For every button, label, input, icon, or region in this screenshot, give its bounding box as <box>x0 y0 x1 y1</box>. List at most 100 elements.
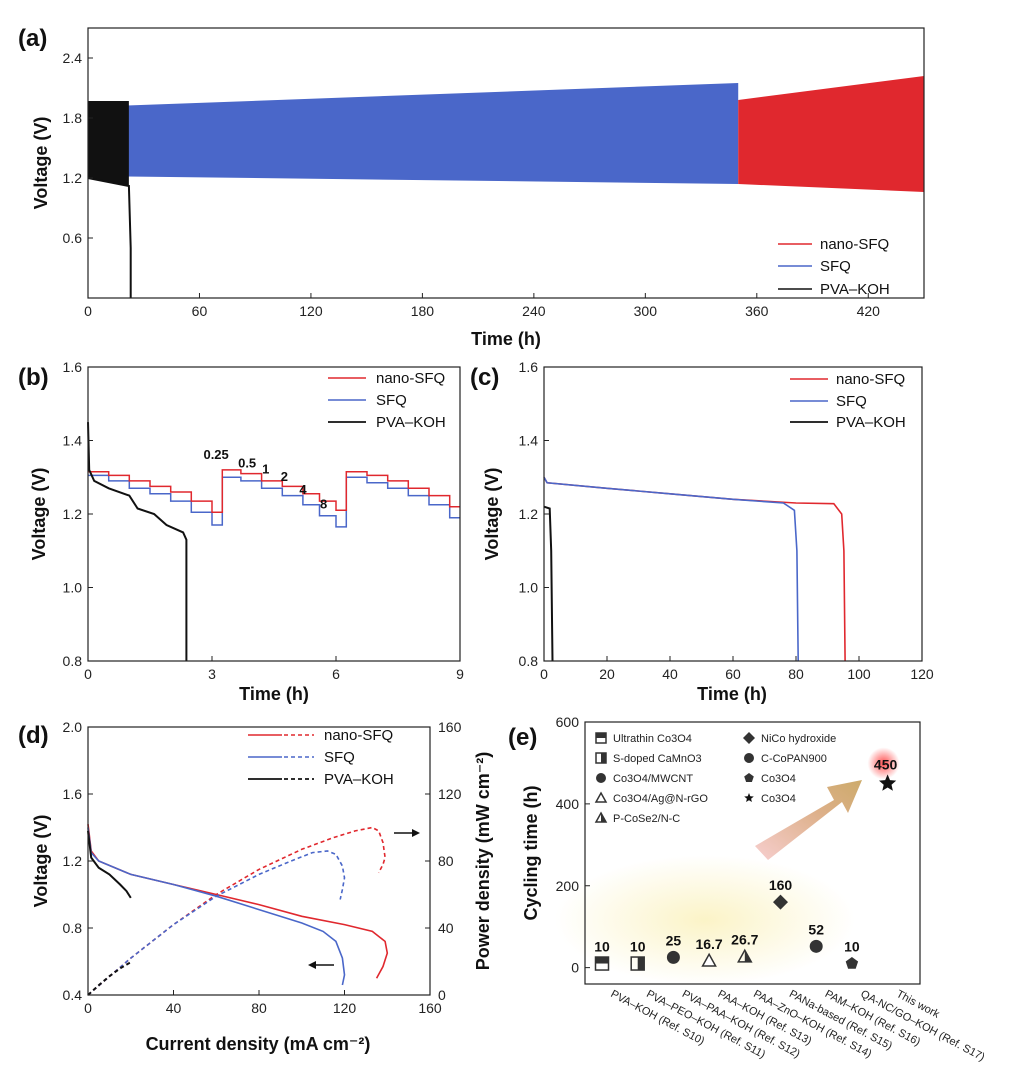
y-tick-label: 1.6 <box>519 359 539 375</box>
marker-circle <box>744 753 754 763</box>
x-tick-label: 240 <box>522 303 546 319</box>
y-tick-label: 1.2 <box>519 506 539 522</box>
rate-label: 8 <box>320 496 327 511</box>
panel-a-y-ticks: 0.6 1.2 1.8 2.4 <box>63 50 93 246</box>
y-tick-label: 0.4 <box>63 987 83 1003</box>
marker-triangle <box>594 791 608 803</box>
x-tick-label: 360 <box>745 303 769 319</box>
panel-a-frame <box>87 27 925 299</box>
x-tick-label: 80 <box>788 666 804 682</box>
x-tick-label: 160 <box>418 1000 442 1016</box>
y-tick-label: 1.4 <box>519 433 539 449</box>
legend-e-left-text: Co3O4/MWCNT <box>613 773 693 785</box>
y-tick-label: 2.0 <box>63 719 83 735</box>
x-tick-label: 420 <box>857 303 881 319</box>
panel-c-ylabel: Voltage (V) <box>482 468 502 561</box>
x-tick-label: 0 <box>84 303 92 319</box>
x-tick-label: 80 <box>251 1000 267 1016</box>
pva-koh-rate-line <box>87 422 188 661</box>
x-tick-label: 300 <box>634 303 658 319</box>
y-tick-label: 0.8 <box>63 653 83 669</box>
panel-label-c: (c) <box>470 364 499 391</box>
value-label: 26.7 <box>731 932 758 948</box>
x-tick-label: 120 <box>333 1000 357 1016</box>
panel-b-rate-labels: 0.25 0.5 1 248 <box>203 447 327 512</box>
marker-triangle <box>701 952 717 967</box>
panel-c-plot <box>543 476 846 662</box>
legend-e-left-text: S-doped CaMnO3 <box>613 753 702 765</box>
panel-d-ylabel: Voltage (V) <box>31 815 51 908</box>
pva-koh-cycling-band <box>88 101 129 186</box>
panel-d-y2-ticks: 0 40 80 120 160 <box>425 719 462 1003</box>
y-tick-label: 1.2 <box>63 170 83 186</box>
marker-half-triangle <box>594 811 608 823</box>
panel-a-xlabel: Time (h) <box>471 329 541 349</box>
legend-d-pva-koh: PVA–KOH <box>324 771 394 788</box>
marker-star <box>879 774 897 791</box>
nano-voltage-curve <box>87 824 389 979</box>
panel-a-x-ticks: 0 60 120 180 240 300 360 420 <box>84 293 880 319</box>
panel-e-ylabel: Cycling time (h) <box>521 785 541 920</box>
panel-b-plot <box>87 422 460 661</box>
legend-c-nano-sfq: nano-SFQ <box>836 371 905 388</box>
rate-label: 0.25 <box>203 447 228 462</box>
y-tick-label: 1.0 <box>519 580 539 596</box>
rate-label: 0.5 <box>238 455 256 470</box>
value-label: 25 <box>666 932 682 948</box>
panel-c-frame <box>543 366 923 662</box>
y-tick-label: 0.6 <box>63 230 83 246</box>
nano-sfq-rate-line <box>88 469 460 513</box>
panel-d-xlabel: Current density (mA cm⁻²) <box>146 1034 371 1054</box>
legend-e-left-text: Co3O4/Ag@N-rGO <box>613 793 708 805</box>
panel-label-d: (d) <box>18 722 49 749</box>
left-axis-arrowhead <box>308 961 316 969</box>
legend-e-left-text: P-CoSe2/N-C <box>613 813 680 825</box>
y-tick-label: 1.0 <box>63 580 83 596</box>
marker-pentagon <box>845 957 859 969</box>
marker-half-square <box>630 956 645 971</box>
panel-d-y-ticks: 0.4 0.8 1.2 1.6 2.0 <box>63 719 93 1003</box>
panel-a: (a) 0 60 120 180 240 300 360 420 0.6 1.2 1.8 2.4 T… <box>18 25 925 349</box>
marker-half-triangle <box>737 948 753 963</box>
marker-circle <box>809 939 823 953</box>
legend-e-left-text: Ultrathin Co3O4 <box>613 733 692 745</box>
rate-label: 4 <box>299 482 307 497</box>
x-tick-label: 120 <box>910 666 934 682</box>
marker-half-square <box>594 956 610 971</box>
panel-c-legend: nano-SFQ SFQ PVA–KOH <box>790 371 906 431</box>
right-axis-arrowhead <box>412 829 420 837</box>
trend-arrow <box>755 780 862 860</box>
sfq-rate-line <box>88 474 460 528</box>
y-tick-label: 1.2 <box>63 506 83 522</box>
x-tick-label: 180 <box>411 303 435 319</box>
y-tick-label: 1.4 <box>63 433 83 449</box>
panel-c-xlabel: Time (h) <box>697 684 767 704</box>
panel-label-b: (b) <box>18 364 49 391</box>
marker-half-square-fill <box>595 957 609 964</box>
legend-e-right-text: C-CoPAN900 <box>761 753 827 765</box>
marker-half-square <box>595 732 607 744</box>
panel-e-y-ticks: 0 200 400 600 <box>556 714 590 976</box>
legend-a-sfq: SFQ <box>820 258 851 275</box>
x-tick-label: 0 <box>540 666 548 682</box>
x-tick-label: 40 <box>166 1000 182 1016</box>
panel-d-x-ticks: 0 40 80 120 160 <box>84 990 442 1016</box>
marker-diamond <box>743 732 755 744</box>
panel-d-frame <box>87 726 431 996</box>
y-tick-label: 600 <box>556 714 580 730</box>
value-label: 10 <box>630 939 646 955</box>
sfq-cycling-band <box>88 83 739 184</box>
value-label: 10 <box>594 939 610 955</box>
value-label: 10 <box>844 939 860 955</box>
marker-half-square-fill <box>596 733 606 738</box>
panel-b-legend: nano-SFQ SFQ PVA–KOH <box>328 370 446 431</box>
legend-b-sfq: SFQ <box>376 392 407 409</box>
panel-e-frame <box>584 721 921 985</box>
y-tick-label: 1.8 <box>63 110 83 126</box>
sfq-power-curve <box>87 850 346 996</box>
legend-d-nano-sfq: nano-SFQ <box>324 727 393 744</box>
value-label: 16.7 <box>695 936 722 952</box>
pva-koh-discharge-line <box>543 505 554 662</box>
marker-circle <box>666 950 680 964</box>
